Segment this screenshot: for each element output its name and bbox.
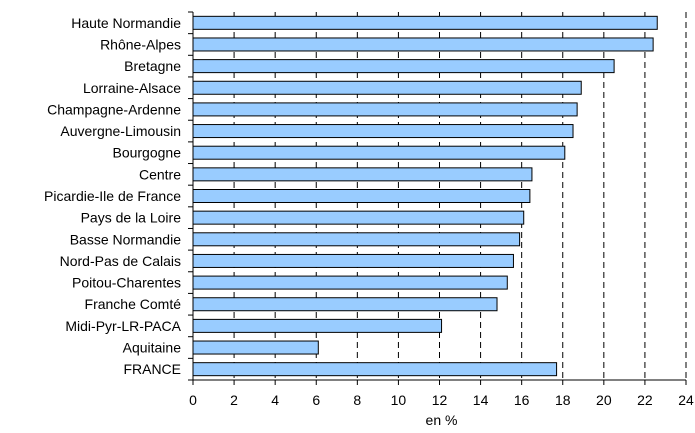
x-tick-label: 12 bbox=[432, 392, 448, 408]
axes bbox=[188, 11, 687, 385]
bar-11 bbox=[192, 253, 514, 268]
bar-0 bbox=[192, 15, 658, 30]
x-tick-label: 14 bbox=[473, 392, 489, 408]
bar-3 bbox=[192, 80, 582, 95]
category-label: Pays de la Loire bbox=[81, 210, 182, 226]
bar-15 bbox=[192, 340, 319, 355]
category-label: Poitou-Charentes bbox=[72, 275, 181, 291]
category-label: Haute Normandie bbox=[71, 15, 181, 31]
bar-7 bbox=[192, 167, 533, 182]
category-label: Picardie-Ile de France bbox=[44, 188, 181, 204]
bar-14 bbox=[192, 318, 443, 333]
category-label: Champagne-Ardenne bbox=[47, 101, 181, 117]
category-label: Nord-Pas de Calais bbox=[60, 253, 181, 269]
x-tick-label: 8 bbox=[353, 392, 361, 408]
category-label: Franche Comté bbox=[85, 296, 182, 312]
x-tick-label: 24 bbox=[678, 392, 694, 408]
bar-8 bbox=[192, 189, 531, 203]
x-tick-labels: 0 2 4 6 8 10 12 14 16 18 20 22 24 bbox=[189, 392, 694, 408]
bar-4 bbox=[192, 102, 578, 117]
category-label: Aquitaine bbox=[123, 340, 182, 356]
x-axis-title: en % bbox=[426, 412, 458, 428]
bars bbox=[192, 15, 658, 377]
category-label: Rhône-Alpes bbox=[100, 36, 181, 52]
category-label: FRANCE bbox=[123, 361, 181, 377]
x-tick-label: 16 bbox=[514, 392, 530, 408]
category-label: Midi-Pyr-LR-PACA bbox=[65, 318, 181, 334]
bar-6 bbox=[192, 145, 566, 160]
x-tick-label: 0 bbox=[189, 392, 197, 408]
x-tick-label: 22 bbox=[637, 392, 653, 408]
category-label: Lorraine-Alsace bbox=[83, 80, 181, 96]
x-tick-label: 4 bbox=[271, 392, 279, 408]
x-tick-label: 2 bbox=[230, 392, 238, 408]
x-tick-label: 20 bbox=[596, 392, 612, 408]
bar-2 bbox=[192, 59, 615, 74]
category-labels: Haute Normandie Rhône-Alpes Bretagne Lorrai… bbox=[44, 15, 182, 377]
x-tick-label: 6 bbox=[312, 392, 320, 408]
category-label: Bretagne bbox=[124, 58, 181, 74]
bar-9 bbox=[192, 210, 525, 225]
bar-12 bbox=[192, 275, 508, 290]
bar-1 bbox=[192, 37, 654, 52]
x-tick-label: 18 bbox=[555, 392, 571, 408]
category-label: Basse Normandie bbox=[70, 231, 181, 247]
bar-16 bbox=[192, 362, 558, 377]
category-label: Auvergne-Limousin bbox=[60, 123, 181, 139]
x-tick-label: 10 bbox=[391, 392, 407, 408]
bar-13 bbox=[192, 297, 498, 312]
category-label: Centre bbox=[139, 166, 181, 182]
category-label: Bourgogne bbox=[112, 145, 181, 161]
bar-10 bbox=[192, 232, 521, 247]
bar-5 bbox=[192, 124, 574, 139]
